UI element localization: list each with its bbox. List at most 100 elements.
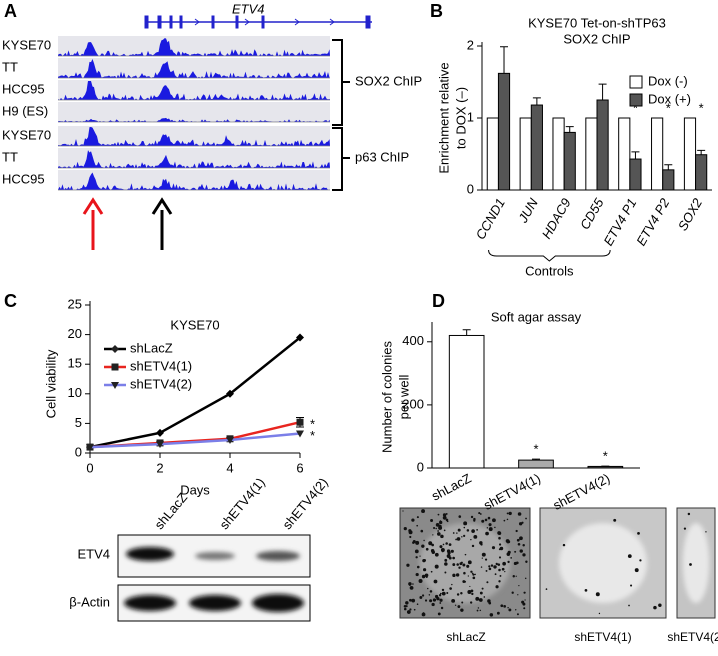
x-tick-label: 0	[86, 460, 93, 475]
y-tick-label: 10	[68, 385, 82, 400]
colony	[523, 591, 526, 594]
track-signal	[58, 117, 330, 122]
point	[156, 441, 164, 449]
bar	[585, 117, 598, 191]
bar	[530, 104, 543, 191]
colony	[409, 608, 412, 611]
x-tick-label: JUN	[515, 195, 541, 226]
colony	[689, 563, 692, 566]
colony	[493, 565, 497, 569]
colony	[518, 585, 520, 587]
series-line	[89, 420, 301, 449]
colony	[409, 535, 412, 539]
legend-marker	[111, 382, 119, 389]
significance-mark: *	[310, 428, 315, 443]
colony	[628, 604, 630, 607]
chart-subtitle: SOX2 ChIP	[563, 31, 630, 46]
colony	[429, 599, 433, 603]
colony	[498, 543, 502, 546]
error-bar	[598, 83, 607, 100]
colony	[413, 540, 415, 543]
x-tick-label: CCND1	[473, 196, 508, 242]
colony	[467, 560, 472, 565]
colony	[473, 519, 476, 522]
colony	[517, 512, 522, 516]
image-label: shETV4(2)	[667, 630, 718, 644]
colony	[507, 560, 510, 564]
colony	[481, 519, 485, 523]
colony	[434, 594, 439, 599]
colony	[458, 566, 461, 569]
colony	[471, 572, 474, 575]
colony	[460, 608, 464, 612]
colony	[421, 612, 426, 617]
colony	[412, 583, 414, 585]
point	[86, 444, 94, 452]
colony	[421, 509, 425, 513]
bar	[651, 117, 664, 191]
track-label: TT	[2, 59, 18, 74]
significance-mark: *	[533, 442, 538, 457]
error-bar	[631, 151, 640, 160]
legend-label: Dox (+)	[648, 91, 691, 106]
colony	[456, 593, 460, 596]
bar	[695, 154, 708, 191]
colony	[627, 554, 632, 559]
colony	[521, 521, 524, 524]
colony	[461, 536, 463, 538]
arrow	[82, 197, 104, 250]
colony	[416, 524, 419, 527]
x-tick-label: shETV4(2)	[550, 470, 612, 512]
colony	[439, 602, 442, 604]
colony	[411, 598, 416, 603]
colony	[478, 512, 481, 515]
colony	[514, 550, 517, 553]
significance-mark: *	[633, 100, 638, 115]
x-tick-label: 6	[296, 460, 303, 475]
gene-name: ETV4	[232, 1, 265, 16]
x-tick-label: ETV4 P2	[633, 195, 672, 248]
colony	[432, 534, 434, 536]
blot-lane-label: shETV4(1)	[216, 475, 267, 532]
colony	[479, 591, 483, 595]
x-tick-label: shETV4(1)	[481, 470, 543, 512]
colony	[503, 519, 506, 522]
colony	[404, 607, 407, 611]
colony	[488, 527, 493, 532]
bracket	[332, 39, 350, 126]
colony	[492, 518, 496, 523]
group-label: p63 ChIP	[355, 149, 409, 164]
colony	[421, 594, 425, 597]
legend-marker	[111, 345, 119, 353]
colony	[442, 515, 447, 520]
colony	[437, 612, 441, 616]
colony	[455, 573, 460, 577]
colony	[658, 603, 662, 607]
colony	[630, 584, 633, 587]
arrow	[151, 197, 173, 250]
bar	[563, 131, 576, 191]
colony	[438, 524, 442, 529]
colony	[452, 563, 456, 566]
y-tick-label: 0	[75, 444, 82, 459]
colony	[486, 581, 489, 584]
colony	[497, 531, 501, 535]
colony	[481, 552, 486, 557]
legend-marker	[111, 363, 119, 371]
colony	[463, 571, 466, 575]
group-bracket	[488, 249, 611, 262]
x-tick-label: shLacZ	[429, 470, 474, 503]
colony	[473, 534, 478, 539]
colony	[457, 605, 461, 608]
colony	[422, 568, 427, 572]
colony	[512, 575, 515, 578]
colony	[415, 540, 420, 545]
colony	[687, 512, 691, 516]
colony	[440, 534, 444, 539]
colony	[438, 594, 442, 597]
colony	[458, 515, 462, 518]
y-axis-label: Number of colonies	[379, 341, 394, 453]
colony	[524, 577, 527, 580]
colony	[476, 609, 479, 612]
track-label: HCC95	[2, 171, 45, 186]
